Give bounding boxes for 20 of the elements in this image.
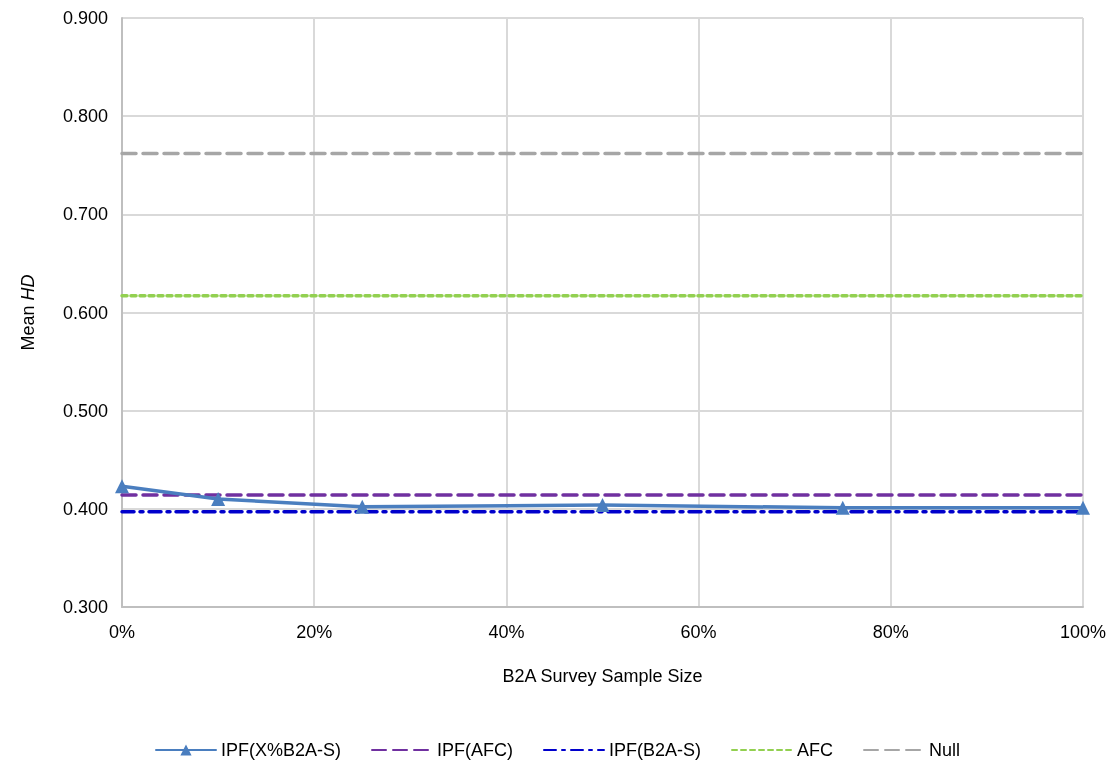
y-axis-title: Mean HD	[18, 274, 38, 351]
y-tick-label: 0.700	[62, 204, 108, 225]
legend-label: IPF(X%B2A-S)	[220, 740, 342, 760]
y-tick-label: 0.500	[62, 400, 108, 421]
x-axis-title: B2A Survey Sample Size	[502, 666, 703, 686]
y-tick-label: 0.900	[62, 8, 108, 28]
y-tick-label: 0.400	[62, 498, 108, 519]
legend-label: IPF(B2A-S)	[609, 740, 702, 760]
y-tick-label: 0.600	[62, 302, 108, 323]
x-tick-label: 0%	[108, 622, 136, 642]
x-tick-label: 100%	[1059, 622, 1107, 642]
legend-label: AFC	[797, 740, 834, 760]
y-tick-label: 0.800	[62, 106, 108, 127]
x-tick-label: 20%	[296, 622, 333, 642]
legend-label: Null	[929, 740, 961, 760]
x-tick-label: 60%	[680, 622, 717, 642]
x-tick-label: 80%	[872, 622, 909, 642]
legend-label: IPF(AFC)	[437, 740, 514, 760]
x-tick-label: 40%	[488, 622, 525, 642]
y-tick-label: 0.300	[62, 597, 108, 617]
